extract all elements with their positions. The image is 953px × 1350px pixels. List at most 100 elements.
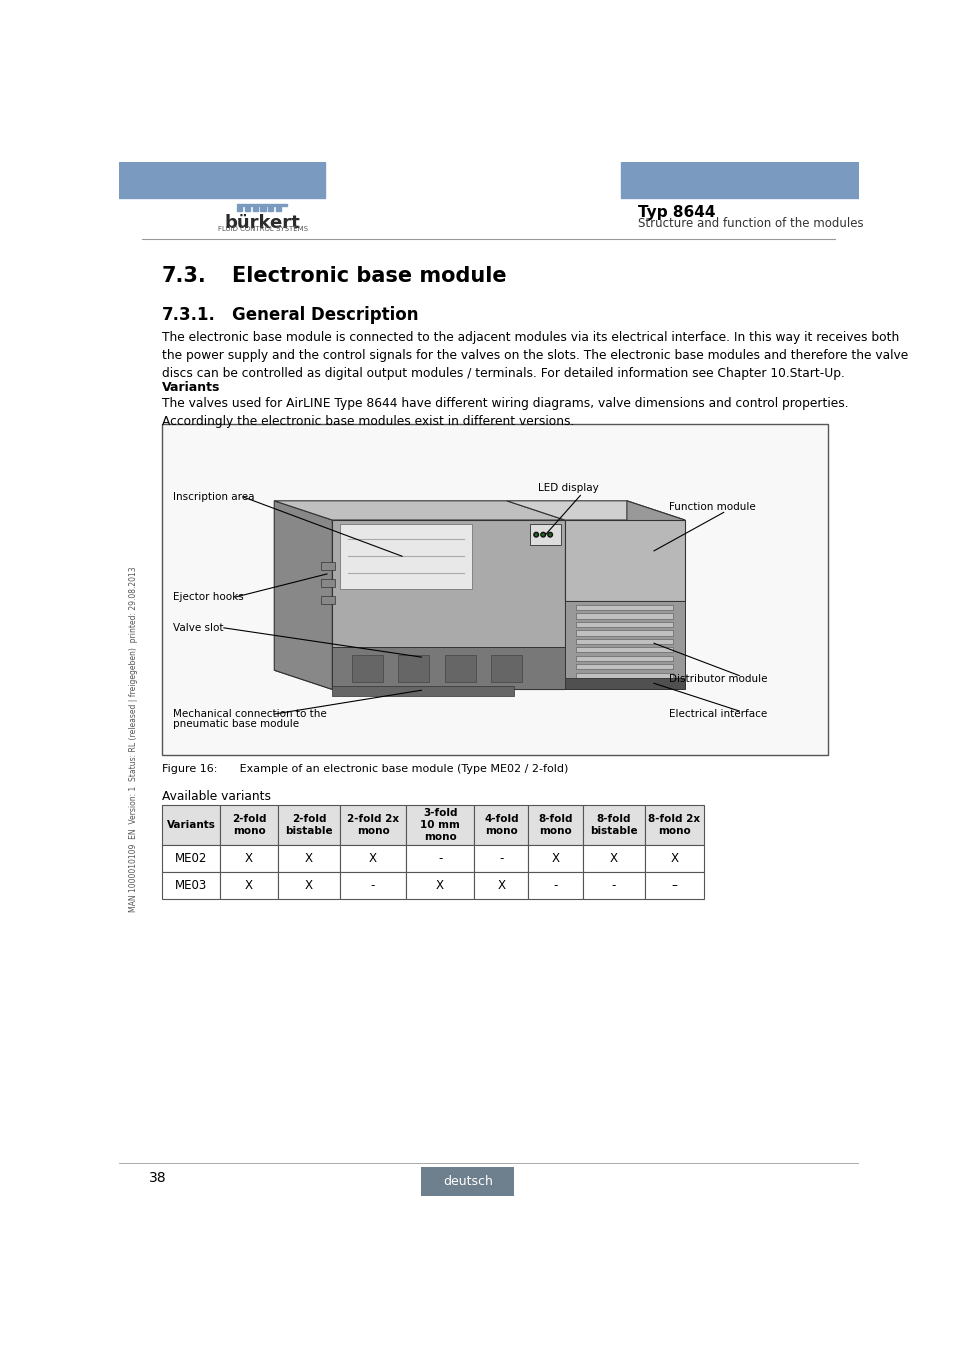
Text: bürkert: bürkert [225,215,300,232]
Text: FLUID CONTROL SYSTEMS: FLUID CONTROL SYSTEMS [217,225,307,232]
Text: 8-fold
bistable: 8-fold bistable [589,814,637,836]
Bar [528,805,582,845]
Bar [278,872,340,899]
Text: MAN 1000010109  EN  Version: 1  Status: RL (released | freigegeben)  printed: 29: MAN 1000010109 EN Version: 1 Status: RL … [129,567,137,913]
Polygon shape [274,670,564,690]
Bar [576,656,673,662]
Bar [582,845,644,872]
Bar [576,630,673,636]
Circle shape [540,532,545,537]
Bar [236,204,287,207]
Text: Inscription area: Inscription area [173,491,254,502]
Bar [444,655,476,682]
Bar [253,207,257,211]
Text: X: X [609,852,617,865]
Bar [236,207,242,211]
Text: 2-fold 2x
mono: 2-fold 2x mono [347,814,398,836]
Text: -: - [498,852,503,865]
Text: ME02: ME02 [174,852,207,865]
Polygon shape [274,501,332,690]
Polygon shape [332,520,564,690]
Text: pneumatic base module: pneumatic base module [173,720,299,729]
Text: Typ 8644: Typ 8644 [638,205,716,220]
Text: deutsch: deutsch [442,1174,493,1188]
Text: X: X [245,852,253,865]
Bar [275,207,281,211]
Bar [576,639,673,644]
Bar [397,655,429,682]
Text: X: X [497,879,505,892]
Bar [162,424,827,755]
Bar [220,805,278,845]
Bar [406,845,474,872]
Text: Mechanical connection to the: Mechanical connection to the [173,709,327,718]
Bar [576,613,673,618]
Polygon shape [274,501,564,520]
Bar [576,664,673,670]
Bar [582,872,644,899]
Text: General Description: General Description [232,306,417,324]
Text: Structure and function of the modules: Structure and function of the modules [638,217,863,231]
Bar [528,845,582,872]
Circle shape [547,532,552,537]
Circle shape [534,532,537,537]
Text: -: - [437,852,442,865]
Polygon shape [564,678,684,690]
Text: Electrical interface: Electrical interface [669,709,767,718]
Bar [340,845,406,872]
Bar [582,805,644,845]
Text: Valve slot: Valve slot [173,622,224,633]
Text: Available variants: Available variants [162,790,271,802]
Bar [528,872,582,899]
Bar [491,655,521,682]
Text: –: – [671,879,677,892]
Text: 8-fold
mono: 8-fold mono [537,814,572,836]
Text: -: - [553,879,558,892]
Polygon shape [506,501,684,520]
Bar [421,1166,514,1196]
Text: Variants: Variants [162,382,220,394]
Polygon shape [332,686,514,695]
Text: 7.3.1.: 7.3.1. [162,306,215,324]
Text: The electronic base module is connected to the adjacent modules via its electric: The electronic base module is connected … [162,331,907,381]
Text: X: X [436,879,444,892]
Text: Function module: Function module [669,502,756,513]
Text: 3-fold
10 mm
mono: 3-fold 10 mm mono [419,809,459,841]
Text: Variants: Variants [167,819,215,830]
Text: X: X [305,879,313,892]
Text: -: - [371,879,375,892]
Bar [340,805,406,845]
Bar [320,579,335,587]
Bar [576,605,673,610]
Bar [474,845,528,872]
Text: 7.3.: 7.3. [162,266,207,286]
Bar [260,207,266,211]
Polygon shape [564,520,684,601]
Text: The valves used for AirLINE Type 8644 have different wiring diagrams, valve dime: The valves used for AirLINE Type 8644 ha… [162,397,847,428]
Bar [278,805,340,845]
Bar [220,872,278,899]
Text: X: X [305,852,313,865]
Bar [576,672,673,678]
Bar [278,845,340,872]
Bar [620,162,858,198]
Text: X: X [245,879,253,892]
Bar [474,872,528,899]
Polygon shape [626,501,684,601]
Bar [340,872,406,899]
Text: X: X [670,852,678,865]
Text: Figure 16:  Example of an electronic base module (Type ME02 / 2-fold): Figure 16: Example of an electronic base… [162,764,568,774]
Text: 4-fold
mono: 4-fold mono [483,814,518,836]
Text: 8-fold 2x
mono: 8-fold 2x mono [648,814,700,836]
Polygon shape [332,647,564,690]
Text: -: - [611,879,616,892]
Bar [162,805,220,845]
Bar [162,845,220,872]
Bar [119,162,324,198]
Bar [644,845,703,872]
Bar [268,207,274,211]
Text: 38: 38 [149,1170,166,1185]
Text: 2-fold
mono: 2-fold mono [232,814,266,836]
Bar [530,524,560,545]
Bar [340,524,472,590]
